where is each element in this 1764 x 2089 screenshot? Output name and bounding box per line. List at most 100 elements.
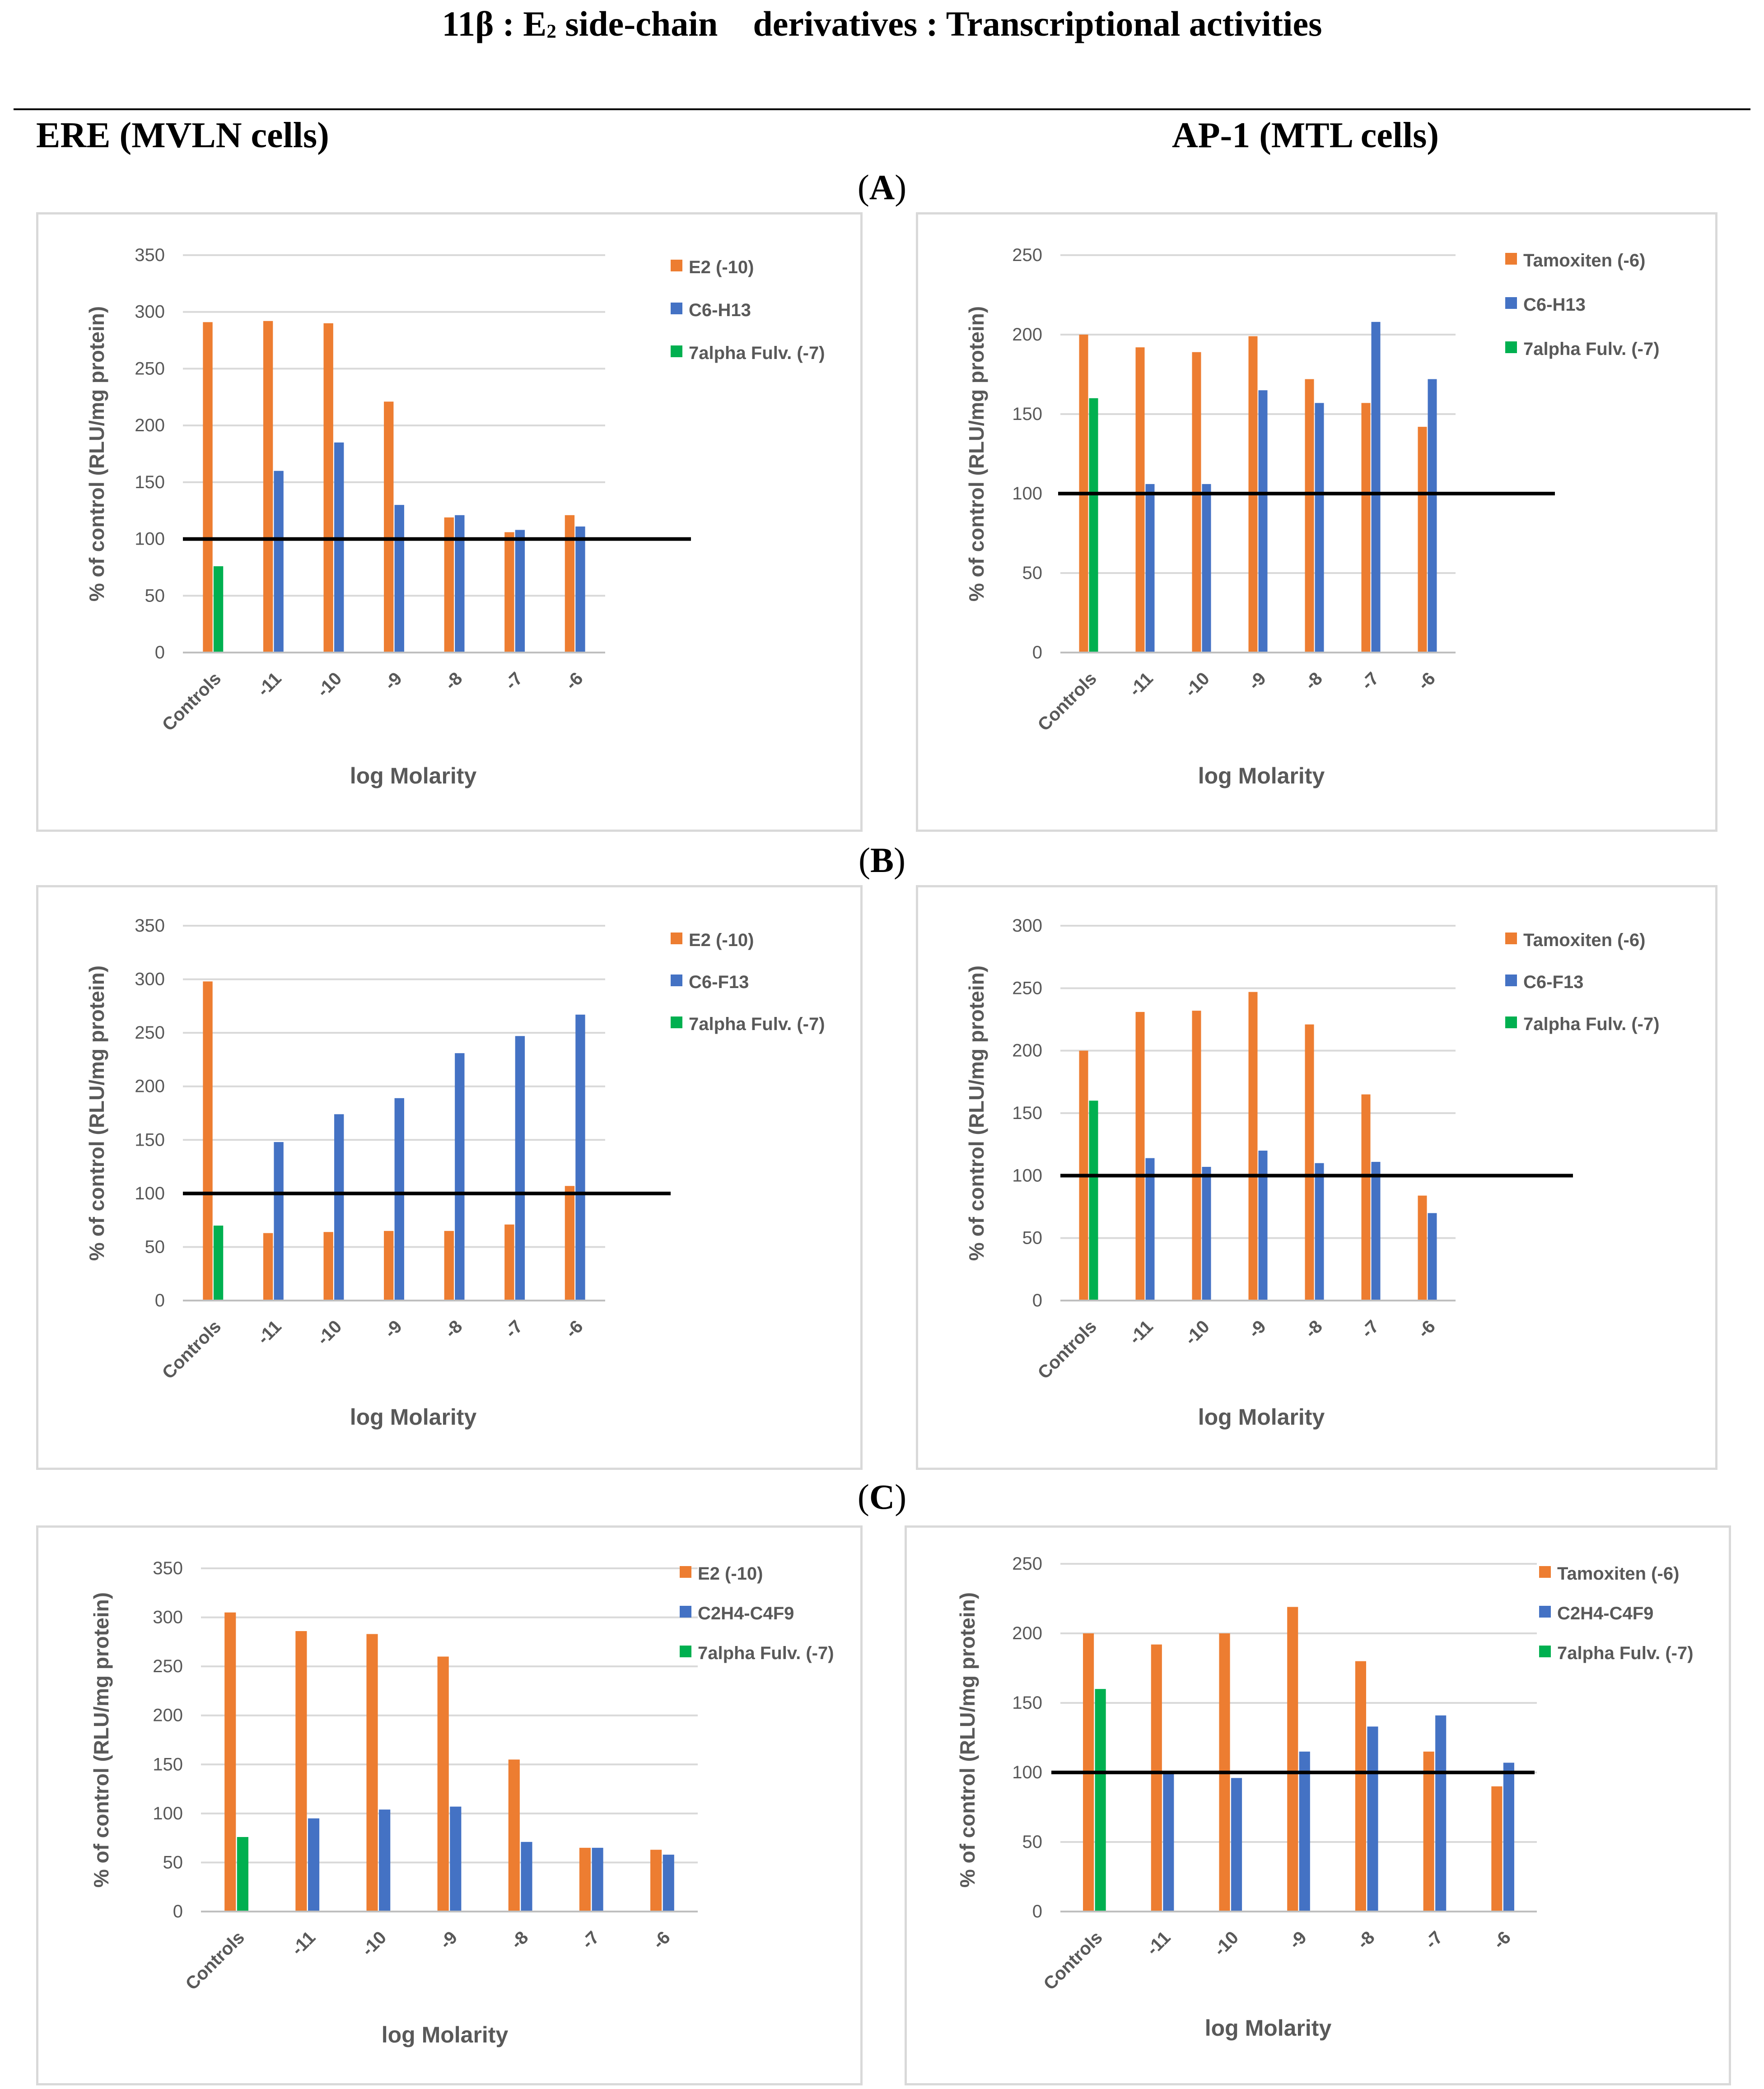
- y-tick-label: 100: [135, 1184, 165, 1203]
- bar: [575, 526, 585, 653]
- x-tick-label: -10: [1181, 668, 1213, 701]
- x-tick-label: -7: [1421, 1927, 1447, 1953]
- x-tick-label: -11: [1125, 1316, 1157, 1348]
- y-tick-label: 0: [1032, 1902, 1042, 1921]
- bar: [515, 1036, 525, 1301]
- bar: [1135, 347, 1145, 653]
- bar: [444, 517, 454, 653]
- bar: [1135, 1012, 1145, 1301]
- y-tick-label: 50: [145, 1237, 165, 1257]
- y-tick-label: 200: [135, 1077, 165, 1096]
- bar: [1089, 1100, 1098, 1301]
- chart-panel-a-ap1: 0 50 100 150 200 250 Controls -11 -10 -9 -8 -7 -6 log…: [916, 212, 1717, 832]
- legend-label: 7alpha Fulv. (-7): [689, 1014, 825, 1034]
- bar: [565, 515, 575, 653]
- y-tick-label: 300: [135, 302, 165, 322]
- bar: [1371, 322, 1381, 653]
- y-tick-label: 100: [1012, 1763, 1042, 1782]
- y-tick-label: 350: [135, 245, 165, 265]
- legend-swatch: [671, 303, 682, 314]
- x-axis-title: log Molarity: [350, 1404, 477, 1430]
- bar: [1491, 1786, 1503, 1912]
- legend-label: C2H4-C4F9: [1557, 1604, 1653, 1623]
- bar: [521, 1842, 532, 1912]
- bar: [1258, 1151, 1268, 1301]
- bar: [1202, 484, 1211, 653]
- bar: [308, 1818, 320, 1912]
- bar: [1371, 1161, 1381, 1301]
- y-tick-label: 100: [153, 1804, 183, 1823]
- y-tick-label: 250: [1012, 978, 1042, 998]
- bar: [1305, 1024, 1314, 1301]
- bar: [224, 1612, 236, 1912]
- chart-panel-b-ere: 0 50 100 150 200 250 300 350 Controls -11 -10 -9 -8 -…: [36, 885, 863, 1470]
- y-tick-label: 300: [153, 1608, 183, 1627]
- x-tick-label: -7: [501, 668, 527, 694]
- bar: [437, 1656, 449, 1912]
- x-tick-label: -8: [1301, 668, 1326, 694]
- legend-label: 7alpha Fulv. (-7): [698, 1643, 834, 1663]
- y-tick-label: 0: [155, 1291, 165, 1310]
- figure-title: 11β : E2 side-chain derivatives : Transc…: [442, 4, 1322, 43]
- bar: [1503, 1763, 1514, 1912]
- x-tick-label: Controls: [1040, 1927, 1106, 1994]
- bar: [650, 1850, 662, 1912]
- legend-swatch: [671, 975, 682, 986]
- x-tick-label: -10: [358, 1927, 390, 1960]
- bar: [1192, 1011, 1201, 1301]
- y-tick-label: 150: [1012, 1693, 1042, 1713]
- x-tick-label: Controls: [159, 668, 225, 735]
- bar: [1428, 1213, 1437, 1301]
- legend-label: C6-F13: [1523, 972, 1583, 992]
- y-tick-label: 150: [135, 472, 165, 492]
- y-tick-label: 100: [1012, 1166, 1042, 1185]
- y-tick-label: 100: [135, 529, 165, 549]
- panel-label-b: (B): [859, 840, 905, 880]
- bar: [384, 1231, 394, 1301]
- y-tick-label: 300: [1012, 916, 1042, 936]
- legend-label: Tamoxiten (-6): [1523, 930, 1645, 950]
- x-tick-label: -6: [649, 1927, 674, 1953]
- chart-svg: 0 50 100 150 200 250 300 350 Controls -11 -10 -9 -8 -…: [85, 245, 825, 788]
- legend-swatch: [671, 260, 682, 271]
- bar: [504, 532, 514, 653]
- bar: [1287, 1607, 1298, 1912]
- chart-svg: 0 50 100 150 200 250 Controls -11 -10 -9 -8 -7 -6 log…: [965, 245, 1660, 788]
- legend-swatch: [680, 1566, 691, 1578]
- y-tick-label: 50: [163, 1852, 183, 1872]
- legend-label: E2 (-10): [689, 930, 754, 950]
- x-tick-label: -10: [313, 1316, 345, 1349]
- x-tick-label: -8: [441, 668, 466, 694]
- bar: [394, 1098, 404, 1301]
- bar: [263, 1233, 273, 1301]
- x-tick-label: Controls: [1034, 668, 1100, 735]
- x-tick-label: -10: [1210, 1927, 1242, 1960]
- y-tick-label: 250: [135, 359, 165, 378]
- bar: [213, 566, 224, 653]
- x-tick-label: -10: [313, 668, 345, 701]
- legend-label: Tamoxiten (-6): [1557, 1564, 1679, 1584]
- bar: [1151, 1644, 1162, 1912]
- bar: [1145, 1158, 1155, 1301]
- chart-panel-a-ere: 0 50 100 150 200 250 300 350 Controls -11 -10 -9 -8 -…: [36, 212, 863, 832]
- bar: [1367, 1726, 1378, 1912]
- x-tick-label: -9: [1285, 1927, 1311, 1953]
- bar: [295, 1631, 307, 1912]
- x-tick-label: -8: [1301, 1316, 1326, 1342]
- bar: [334, 442, 344, 653]
- bar: [515, 530, 525, 653]
- bar: [1361, 403, 1371, 653]
- legend-label: E2 (-10): [698, 1564, 763, 1584]
- y-tick-label: 0: [155, 643, 165, 662]
- legend-label: 7alpha Fulv. (-7): [689, 343, 825, 363]
- chart-panel-c-ere: 0 50 100 150 200 250 300 350 Controls -11 -10 -9 -8 -…: [36, 1525, 863, 2085]
- x-tick-label: -8: [1353, 1927, 1378, 1953]
- y-tick-label: 50: [1022, 1832, 1043, 1852]
- x-axis-title: log Molarity: [1205, 2015, 1332, 2041]
- legend-swatch: [1539, 1606, 1551, 1618]
- y-tick-label: 150: [153, 1754, 183, 1774]
- bar: [203, 981, 213, 1301]
- y-tick-label: 250: [135, 1023, 165, 1043]
- legend-label: E2 (-10): [689, 257, 754, 277]
- legend-swatch: [680, 1606, 691, 1618]
